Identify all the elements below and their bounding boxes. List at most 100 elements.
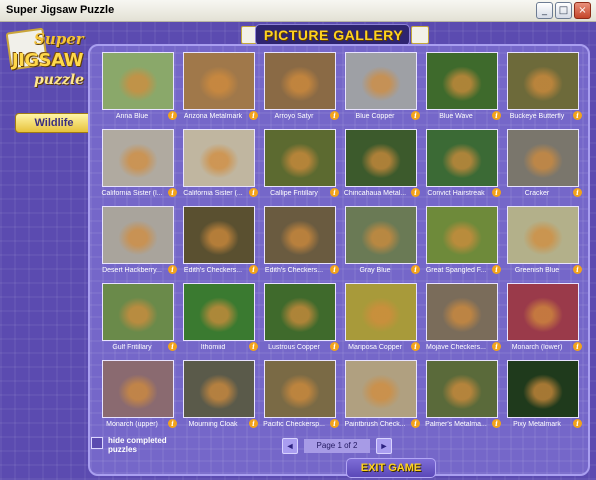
info-icon[interactable]: i xyxy=(573,188,582,197)
info-icon[interactable]: i xyxy=(168,111,177,120)
info-icon[interactable]: i xyxy=(168,188,177,197)
butterfly-thumbnail[interactable] xyxy=(345,206,417,264)
butterfly-thumbnail[interactable] xyxy=(183,283,255,341)
butterfly-thumbnail[interactable] xyxy=(507,206,579,264)
gallery-item[interactable]: Buckeye Butterfly i xyxy=(502,52,582,124)
gallery-item[interactable]: Mourning Cloak i xyxy=(178,360,258,432)
gallery-item[interactable]: Blue Copper i xyxy=(340,52,420,124)
gallery-item[interactable]: Arroyo Satyr i xyxy=(259,52,339,124)
gallery-item[interactable]: Gray Blue i xyxy=(340,206,420,278)
butterfly-thumbnail[interactable] xyxy=(507,283,579,341)
info-icon[interactable]: i xyxy=(330,265,339,274)
info-icon[interactable]: i xyxy=(573,111,582,120)
gallery-item[interactable]: Mariposa Copper i xyxy=(340,283,420,355)
info-icon[interactable]: i xyxy=(573,265,582,274)
info-icon[interactable]: i xyxy=(492,419,501,428)
gallery-item[interactable]: Greenish Blue i xyxy=(502,206,582,278)
prev-page-button[interactable]: ◄ xyxy=(282,438,298,454)
butterfly-thumbnail[interactable] xyxy=(264,283,336,341)
info-icon[interactable]: i xyxy=(168,419,177,428)
gallery-item[interactable]: Pixy Metalmark i xyxy=(502,360,582,432)
next-page-button[interactable]: ► xyxy=(376,438,392,454)
butterfly-thumbnail[interactable] xyxy=(345,52,417,110)
gallery-item[interactable]: California Sister (... i xyxy=(178,129,258,201)
info-icon[interactable]: i xyxy=(330,111,339,120)
pager: ◄ Page 1 of 2 ► xyxy=(282,438,392,454)
info-icon[interactable]: i xyxy=(249,111,258,120)
info-icon[interactable]: i xyxy=(492,265,501,274)
butterfly-thumbnail[interactable] xyxy=(183,360,255,418)
gallery-item[interactable]: Great Spangled F... i xyxy=(421,206,501,278)
info-icon[interactable]: i xyxy=(573,419,582,428)
hide-completed-label[interactable]: hide completed puzzles xyxy=(108,436,167,454)
gallery-item[interactable]: Desert Hackberry... i xyxy=(97,206,177,278)
butterfly-thumbnail[interactable] xyxy=(102,52,174,110)
gallery-item[interactable]: Lustrous Copper i xyxy=(259,283,339,355)
butterfly-thumbnail[interactable] xyxy=(426,52,498,110)
gallery-item[interactable]: Chiricahaua Metal... i xyxy=(340,129,420,201)
butterfly-thumbnail[interactable] xyxy=(426,206,498,264)
info-icon[interactable]: i xyxy=(249,419,258,428)
butterfly-thumbnail[interactable] xyxy=(345,129,417,187)
butterfly-thumbnail[interactable] xyxy=(183,129,255,187)
butterfly-thumbnail[interactable] xyxy=(264,206,336,264)
gallery-item[interactable]: Convict Hairstreak i xyxy=(421,129,501,201)
butterfly-thumbnail[interactable] xyxy=(345,360,417,418)
butterfly-thumbnail[interactable] xyxy=(345,283,417,341)
butterfly-thumbnail[interactable] xyxy=(264,129,336,187)
butterfly-thumbnail[interactable] xyxy=(102,129,174,187)
info-icon[interactable]: i xyxy=(411,265,420,274)
butterfly-thumbnail[interactable] xyxy=(102,360,174,418)
info-icon[interactable]: i xyxy=(411,188,420,197)
gallery-item[interactable]: California Sister (l... i xyxy=(97,129,177,201)
gallery-item[interactable]: Arizona Metalmark i xyxy=(178,52,258,124)
info-icon[interactable]: i xyxy=(411,419,420,428)
info-icon[interactable]: i xyxy=(573,342,582,351)
gallery-item[interactable]: Anna Blue i xyxy=(97,52,177,124)
gallery-item[interactable]: Mojave Checkers... i xyxy=(421,283,501,355)
butterfly-thumbnail[interactable] xyxy=(507,360,579,418)
butterfly-thumbnail[interactable] xyxy=(426,129,498,187)
butterfly-thumbnail[interactable] xyxy=(264,360,336,418)
butterfly-thumbnail[interactable] xyxy=(426,360,498,418)
butterfly-thumbnail[interactable] xyxy=(426,283,498,341)
info-icon[interactable]: i xyxy=(492,188,501,197)
info-icon[interactable]: i xyxy=(411,342,420,351)
info-icon[interactable]: i xyxy=(330,419,339,428)
info-icon[interactable]: i xyxy=(492,342,501,351)
info-icon[interactable]: i xyxy=(168,342,177,351)
butterfly-thumbnail[interactable] xyxy=(183,52,255,110)
gallery-item[interactable]: Paintbrush Check... i xyxy=(340,360,420,432)
gallery-item[interactable]: Monarch (lower) i xyxy=(502,283,582,355)
info-icon[interactable]: i xyxy=(330,188,339,197)
minimize-button[interactable]: _ xyxy=(536,2,553,19)
gallery-item[interactable]: Gulf Fritillary i xyxy=(97,283,177,355)
info-icon[interactable]: i xyxy=(249,342,258,351)
gallery-item[interactable]: Ithomiid i xyxy=(178,283,258,355)
gallery-item[interactable]: Edith's Checkers... i xyxy=(178,206,258,278)
gallery-item[interactable]: Monarch (upper) i xyxy=(97,360,177,432)
gallery-item[interactable]: Blue Wave i xyxy=(421,52,501,124)
info-icon[interactable]: i xyxy=(168,265,177,274)
category-tab-wildlife[interactable]: Wildlife xyxy=(15,113,101,133)
hide-completed-checkbox[interactable] xyxy=(91,437,103,449)
butterfly-thumbnail[interactable] xyxy=(102,206,174,264)
butterfly-thumbnail[interactable] xyxy=(507,129,579,187)
maximize-button[interactable]: □ xyxy=(555,2,572,19)
info-icon[interactable]: i xyxy=(249,265,258,274)
info-icon[interactable]: i xyxy=(492,111,501,120)
exit-game-button[interactable]: EXIT GAME xyxy=(346,458,436,478)
butterfly-thumbnail[interactable] xyxy=(183,206,255,264)
butterfly-thumbnail[interactable] xyxy=(102,283,174,341)
gallery-item[interactable]: Callipe Fritillary i xyxy=(259,129,339,201)
close-button[interactable]: × xyxy=(574,2,591,19)
gallery-item[interactable]: Edith's Checkers... i xyxy=(259,206,339,278)
gallery-item[interactable]: Pacific Checkersp... i xyxy=(259,360,339,432)
gallery-item[interactable]: Palmer's Metalma... i xyxy=(421,360,501,432)
butterfly-thumbnail[interactable] xyxy=(264,52,336,110)
gallery-item[interactable]: Cracker i xyxy=(502,129,582,201)
info-icon[interactable]: i xyxy=(330,342,339,351)
info-icon[interactable]: i xyxy=(249,188,258,197)
butterfly-thumbnail[interactable] xyxy=(507,52,579,110)
info-icon[interactable]: i xyxy=(411,111,420,120)
